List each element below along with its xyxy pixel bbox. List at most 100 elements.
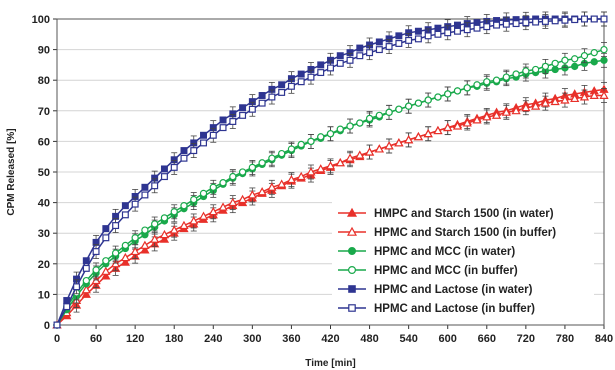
x-tick-label: 360	[282, 333, 300, 345]
data-point	[306, 167, 316, 176]
data-point	[531, 65, 540, 74]
data-point	[180, 202, 188, 210]
data-point	[325, 161, 336, 170]
data-point	[228, 197, 238, 207]
data-point	[258, 92, 266, 99]
data-point	[395, 32, 403, 40]
data-point	[189, 216, 199, 225]
data-point	[580, 15, 588, 23]
data-point	[150, 234, 160, 243]
data-point	[423, 128, 433, 138]
legend-entry: HPMC and Starch 1500 (in buffer)	[338, 226, 556, 239]
data-point	[102, 225, 110, 233]
data-point	[551, 59, 559, 68]
legend-label: HMPC and Starch 1500 (in water)	[374, 208, 554, 220]
data-point	[247, 190, 257, 199]
data-point	[159, 229, 170, 239]
data-point	[473, 24, 481, 32]
data-point	[364, 147, 375, 156]
data-point	[404, 102, 413, 110]
data-point	[82, 257, 90, 265]
x-tick-label: 480	[360, 333, 378, 345]
x-tick-label: 0	[54, 333, 60, 345]
y-tick-label: 60	[38, 136, 50, 148]
data-point	[374, 144, 384, 153]
data-point	[180, 154, 188, 162]
data-point	[151, 182, 159, 190]
data-point	[579, 92, 590, 101]
x-tick-label: 180	[165, 333, 183, 345]
x-tick-label: 420	[321, 333, 339, 345]
data-point	[454, 21, 461, 29]
data-point	[296, 171, 306, 181]
y-tick-label: 50	[38, 167, 50, 179]
data-point	[355, 150, 365, 159]
axes: 0 10 20 30 40 50 60 70 80 90 100 0 60 120 180 240 300 360…	[32, 14, 614, 345]
data-point	[385, 108, 393, 116]
data-point	[297, 140, 305, 149]
data-point	[413, 131, 424, 141]
legend-marker	[346, 226, 358, 236]
data-point	[101, 266, 111, 275]
data-point	[317, 69, 325, 77]
data-point	[492, 76, 501, 84]
data-point	[570, 93, 580, 103]
data-point	[248, 163, 257, 172]
data-point	[120, 257, 130, 266]
x-tick-label: 660	[478, 333, 496, 345]
data-point	[550, 96, 560, 106]
y-tick-label: 30	[38, 228, 50, 240]
data-point	[375, 111, 383, 120]
data-point	[444, 90, 452, 98]
data-point	[239, 111, 247, 119]
data-point	[131, 200, 139, 208]
data-point	[121, 211, 129, 219]
data-point	[424, 96, 432, 104]
data-point	[160, 173, 168, 181]
data-point	[512, 20, 520, 28]
data-point	[159, 234, 170, 243]
data-point	[395, 105, 403, 113]
data-point	[218, 202, 228, 211]
data-point	[307, 73, 315, 81]
data-point	[297, 78, 305, 86]
data-point	[590, 15, 598, 23]
data-point	[444, 29, 452, 37]
data-point	[258, 99, 266, 107]
data-point	[258, 159, 266, 167]
legend-label: HPMC and Lactose (in water)	[374, 284, 533, 296]
data-point	[454, 27, 461, 35]
data-point	[551, 65, 559, 74]
data-point	[209, 131, 217, 139]
data-point	[405, 36, 413, 44]
data-point	[112, 222, 120, 230]
data-point	[483, 23, 491, 31]
data-point	[336, 52, 344, 60]
data-point	[335, 157, 345, 167]
data-point	[424, 32, 432, 40]
data-point	[462, 118, 472, 127]
legend-background	[332, 201, 594, 319]
data-point	[200, 131, 207, 139]
data-point	[82, 264, 90, 272]
data-point	[268, 93, 276, 101]
data-point	[599, 90, 609, 99]
legend-marker	[348, 266, 357, 275]
plot-frame	[56, 18, 605, 326]
legend-label: HPMC and MCC (in buffer)	[374, 265, 518, 277]
data-point	[404, 135, 414, 144]
data-point	[522, 67, 530, 75]
data-point	[120, 252, 130, 262]
data-point	[208, 206, 218, 216]
data-point	[130, 246, 140, 256]
data-point	[336, 59, 344, 67]
legend-entry: HMPC and Starch 1500 (in water)	[338, 207, 554, 220]
data-point	[356, 119, 364, 127]
data-point	[82, 276, 90, 285]
data-point	[229, 118, 237, 125]
data-point	[151, 220, 159, 228]
data-point	[414, 35, 422, 43]
legend: HMPC and Starch 1500 (in water) HPMC and …	[332, 201, 594, 319]
legend-entry: HPMC and MCC (in water)	[338, 246, 515, 258]
data-point	[532, 18, 540, 26]
